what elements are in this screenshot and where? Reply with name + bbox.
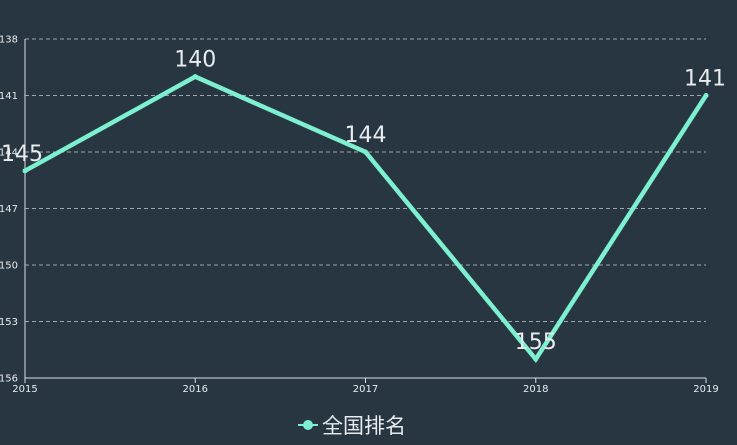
data-point (192, 74, 198, 80)
data-label: 144 (345, 123, 387, 148)
legend-label: 全国排名 (322, 414, 406, 438)
data-label: 145 (1, 142, 43, 167)
data-point (703, 93, 709, 98)
data-label: 141 (684, 67, 726, 92)
data-label: 140 (174, 48, 216, 73)
data-point (363, 149, 368, 155)
y-tick-label: 141 (0, 91, 18, 102)
y-tick-label: 150 (0, 261, 18, 272)
x-tick-label: 2015 (12, 384, 37, 395)
y-tick-label: 144 (0, 148, 18, 159)
series-line (22, 74, 709, 363)
y-tick-label: 153 (0, 317, 18, 328)
y-tick-label: 147 (0, 204, 18, 215)
x-tick-label: 2017 (353, 384, 378, 395)
x-tick-label: 2016 (183, 384, 208, 395)
legend-dot-marker (303, 420, 313, 430)
x-tick-label: 2019 (693, 384, 718, 395)
data-point (22, 168, 28, 174)
data-point (533, 356, 539, 362)
data-label: 155 (515, 330, 557, 355)
x-tick-label: 2018 (523, 384, 548, 395)
y-tick-label: 156 (0, 374, 18, 385)
y-tick-label: 138 (0, 35, 18, 46)
